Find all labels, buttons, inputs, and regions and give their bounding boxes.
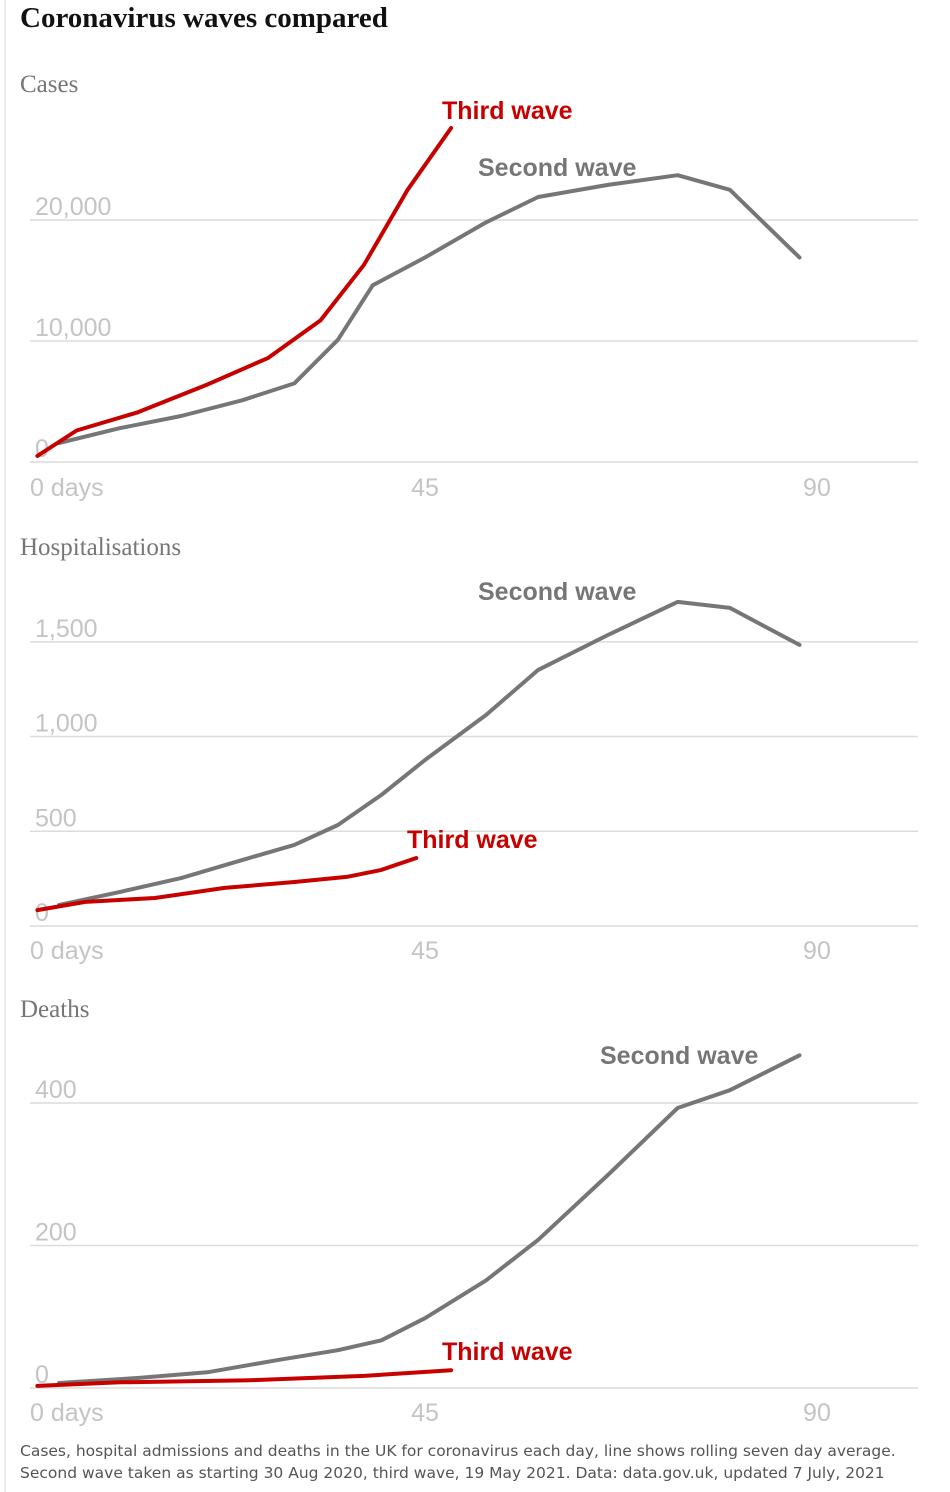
series-label: Third wave — [407, 826, 538, 854]
series-line — [35, 856, 419, 913]
y-tick-label: 0 — [35, 1361, 49, 1389]
panel-title: Deaths — [20, 996, 89, 1023]
x-tick-label: 45 — [411, 474, 439, 502]
x-tick-label: 45 — [411, 1399, 439, 1427]
panel-title: Cases — [20, 71, 78, 98]
series-label: Second wave — [600, 1042, 758, 1070]
series-line — [57, 173, 802, 445]
y-tick-label: 20,000 — [35, 193, 111, 221]
y-tick-label: 1,500 — [35, 615, 98, 643]
y-tick-label: 0 — [35, 899, 49, 927]
series-line — [35, 126, 454, 458]
footnote: Cases, hospital admissions and deaths in… — [20, 1442, 896, 1482]
series-label: Third wave — [442, 1338, 573, 1366]
x-tick-label: 0 days — [30, 474, 104, 502]
y-tick-label: 500 — [35, 804, 77, 832]
x-tick-label: 90 — [803, 474, 831, 502]
y-tick-label: 200 — [35, 1219, 77, 1247]
y-tick-label: 1,000 — [35, 710, 98, 738]
x-tick-label: 45 — [411, 937, 439, 965]
chart-title: Coronavirus waves compared — [20, 2, 388, 34]
series-line — [57, 1053, 802, 1385]
x-tick-label: 90 — [803, 937, 831, 965]
series-line — [57, 599, 802, 907]
x-tick-label: 90 — [803, 1399, 831, 1427]
series-label: Second wave — [478, 154, 636, 182]
y-tick-label: 10,000 — [35, 314, 111, 342]
series-line — [35, 1368, 454, 1388]
x-tick-label: 0 days — [30, 937, 104, 965]
series-label: Third wave — [442, 97, 573, 125]
y-tick-label: 400 — [35, 1076, 77, 1104]
series-label: Second wave — [478, 578, 636, 606]
panel-title: Hospitalisations — [20, 534, 181, 561]
x-tick-label: 0 days — [30, 1399, 104, 1427]
